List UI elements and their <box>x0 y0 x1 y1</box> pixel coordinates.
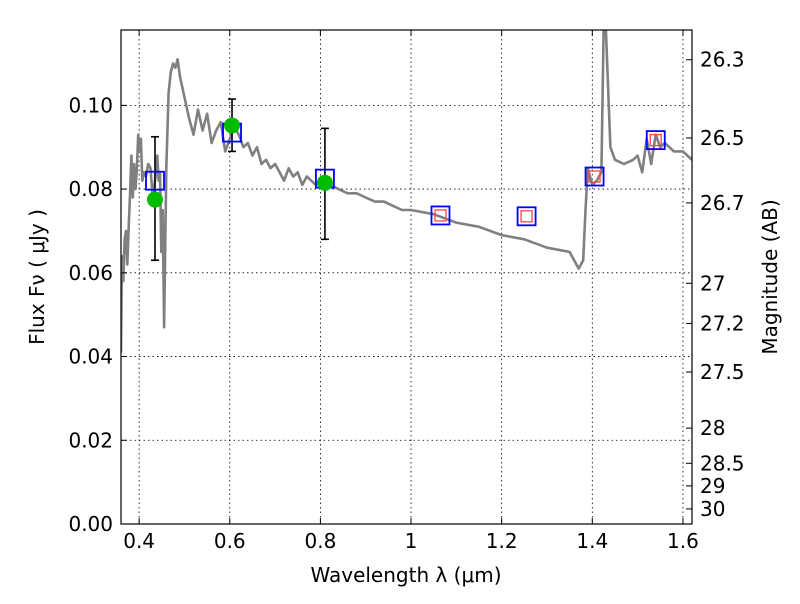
observed-point <box>224 117 241 134</box>
synthetic-box <box>584 166 605 187</box>
x-tick-label: 0.8 <box>304 529 336 553</box>
x-tick-label: 1.2 <box>486 529 518 553</box>
tick-layer: 0.4 0.6 0.8 1 1.2 1.4 1.6 0.00 0.02 0.04 0.06 0.08 0… <box>68 30 745 553</box>
y-tick-label: 0.10 <box>68 93 113 117</box>
model-spectrum-line <box>121 30 692 353</box>
synthetic-inner-box <box>588 170 601 183</box>
x-tick-label: 1.4 <box>576 529 608 553</box>
y-axis-right-title: Magnitude (AB) <box>758 199 782 354</box>
x-tick-label: 1.6 <box>667 529 699 553</box>
right-tick-label: 27 <box>700 271 725 295</box>
right-tick-label: 30 <box>700 497 725 521</box>
y-axis-title: Flux Fν ( μJy ) <box>25 209 49 345</box>
x-axis-title: Wavelength λ (μm) <box>310 563 501 587</box>
synthetic-box <box>145 170 165 191</box>
right-tick-label: 28.5 <box>700 451 745 475</box>
right-tick-label: 26.5 <box>700 126 745 150</box>
y-tick-label: 0.08 <box>68 177 113 201</box>
right-tick-label: 28 <box>700 416 725 440</box>
y-tick-label: 0.00 <box>68 512 113 536</box>
right-tick-label: 26.7 <box>700 191 745 215</box>
x-tick-label: 1 <box>405 529 418 553</box>
synthetic-inner-box <box>649 133 662 147</box>
synthetic-box <box>645 130 666 151</box>
synthetic-inner-box <box>520 210 533 223</box>
right-tick-label: 27.5 <box>700 360 745 384</box>
y-tick-label: 0.04 <box>68 345 113 369</box>
right-tick-label: 29 <box>700 474 725 498</box>
y-tick-label: 0.06 <box>68 261 113 285</box>
x-tick-label: 0.4 <box>123 529 155 553</box>
synthetic-box <box>516 206 537 227</box>
synthetic-box <box>430 205 451 226</box>
grid-layer <box>121 30 692 525</box>
right-tick-label: 26.3 <box>700 48 745 72</box>
synthetic-inner-box <box>434 209 447 222</box>
marker-layer <box>145 98 666 262</box>
x-tick-label: 0.6 <box>214 529 246 553</box>
observed-point <box>146 191 163 208</box>
series-layer <box>121 30 692 353</box>
plot-area <box>121 30 692 353</box>
y-tick-label: 0.02 <box>68 428 113 452</box>
right-tick-label: 27.2 <box>700 311 745 335</box>
observed-point <box>316 174 333 191</box>
plot-frame <box>120 29 693 525</box>
